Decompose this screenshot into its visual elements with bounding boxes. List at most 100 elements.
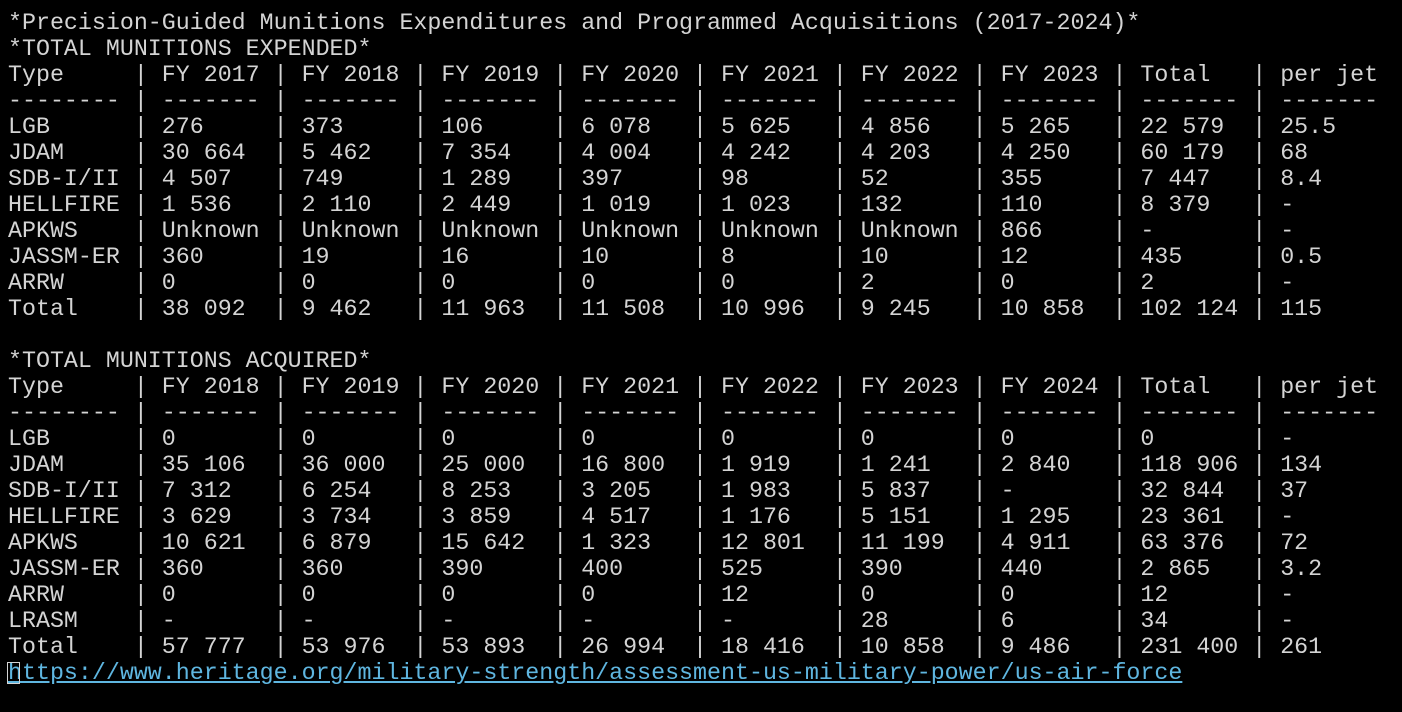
pipe: | bbox=[133, 426, 148, 452]
cell: 2 865 bbox=[1140, 556, 1211, 582]
pipe: | bbox=[693, 478, 708, 504]
pipe: | bbox=[972, 114, 987, 140]
table-row: HELLFIRE 3 629 | 3 734 | 3 859 | 4 517 | 1 176 | 5 … bbox=[8, 504, 1398, 530]
cell: 0.5 bbox=[1280, 244, 1323, 270]
cell: 1 023 bbox=[721, 192, 791, 218]
cell: 115 bbox=[1280, 296, 1323, 322]
pipe: | bbox=[972, 166, 987, 192]
cell: 0 bbox=[581, 270, 596, 296]
pipe: | bbox=[972, 634, 987, 660]
pipe: | bbox=[693, 192, 708, 218]
cell: 11 199 bbox=[860, 530, 945, 556]
cell: - bbox=[301, 608, 316, 634]
cell: 0 bbox=[161, 270, 176, 296]
cell: - bbox=[161, 608, 176, 634]
cell: Type bbox=[8, 374, 64, 400]
table-row: JDAM 35 106 | 36 000 | 25 000 | 16 800 | 1 919 | 1 … bbox=[8, 452, 1398, 478]
pipe: | bbox=[133, 192, 148, 218]
cell: 5 625 bbox=[721, 114, 791, 140]
cell: FY 2019 bbox=[441, 62, 540, 88]
cell: 63 376 bbox=[1140, 530, 1225, 556]
cell: ARRW bbox=[8, 582, 64, 608]
pipe: | bbox=[693, 634, 708, 660]
cell: SDB-I/II bbox=[8, 166, 120, 192]
pipe: | bbox=[693, 452, 708, 478]
pipe: | bbox=[553, 140, 568, 166]
pipe: | bbox=[832, 192, 847, 218]
header-row: Type FY 2017 | FY 2018 | FY 2019 | FY 2020 | FY 2… bbox=[8, 62, 1398, 88]
cell: 57 777 bbox=[161, 634, 246, 660]
cell: Unknown bbox=[301, 218, 400, 244]
cell: 435 bbox=[1140, 244, 1183, 270]
cell: 2 110 bbox=[301, 192, 372, 218]
pipe: | bbox=[972, 296, 987, 322]
cell: 2 bbox=[1140, 270, 1155, 296]
pipe: | bbox=[413, 244, 428, 270]
cell: 2 bbox=[860, 270, 875, 296]
pipe: | bbox=[832, 478, 847, 504]
pipe: | bbox=[413, 426, 428, 452]
pipe: | bbox=[693, 244, 708, 270]
cell: Unknown bbox=[161, 218, 260, 244]
pipe: | bbox=[273, 218, 288, 244]
cell: FY 2023 bbox=[1000, 62, 1099, 88]
cell: 10 858 bbox=[1000, 296, 1085, 322]
cell: JDAM bbox=[8, 452, 64, 478]
pipe: | bbox=[693, 114, 708, 140]
cell: Unknown bbox=[441, 218, 540, 244]
cell: FY 2022 bbox=[721, 374, 819, 400]
pipe: | bbox=[273, 426, 288, 452]
cell: 4 507 bbox=[161, 166, 232, 192]
cell: 2 449 bbox=[441, 192, 512, 218]
pipe: | bbox=[832, 556, 847, 582]
pipe: | bbox=[1112, 374, 1127, 400]
cell: 110 bbox=[1000, 192, 1043, 218]
pipe: | bbox=[553, 426, 568, 452]
pipe: | bbox=[1112, 400, 1127, 426]
pipe: | bbox=[1112, 634, 1127, 660]
pipe: | bbox=[1252, 270, 1267, 296]
cell: 0 bbox=[441, 426, 456, 452]
pipe: | bbox=[413, 530, 428, 556]
pipe: | bbox=[553, 452, 568, 478]
cell: JASSM-ER bbox=[8, 556, 120, 582]
pipe: | bbox=[972, 608, 987, 634]
pipe: | bbox=[133, 634, 148, 660]
cell: 0 bbox=[1000, 270, 1015, 296]
pipe: | bbox=[1252, 192, 1267, 218]
pipe: | bbox=[273, 504, 288, 530]
cell: 8 253 bbox=[441, 478, 512, 504]
pipe: | bbox=[832, 426, 847, 452]
pipe: | bbox=[1112, 452, 1127, 478]
pipe: | bbox=[972, 504, 987, 530]
title: *Precision-Guided Munitions Expenditures… bbox=[8, 10, 1141, 36]
pipe: | bbox=[693, 88, 708, 114]
cell: - bbox=[1280, 608, 1295, 634]
cell: 12 801 bbox=[721, 530, 805, 556]
pipe: | bbox=[133, 270, 148, 296]
cell: ARRW bbox=[8, 270, 64, 296]
cell: 53 893 bbox=[441, 634, 526, 660]
cell: FY 2018 bbox=[301, 62, 400, 88]
link[interactable]: https://www.heritage.org/military-streng… bbox=[8, 660, 1183, 686]
pipe: | bbox=[133, 166, 148, 192]
cell: 0 bbox=[301, 426, 316, 452]
cell: ------- bbox=[301, 400, 400, 426]
cell: 32 844 bbox=[1140, 478, 1225, 504]
pipe: | bbox=[413, 634, 428, 660]
cell: 4 911 bbox=[1000, 530, 1071, 556]
pipe: | bbox=[832, 270, 847, 296]
pipe: | bbox=[553, 530, 568, 556]
pipe: | bbox=[1252, 478, 1267, 504]
pipe: | bbox=[1252, 452, 1267, 478]
pipe: | bbox=[133, 140, 148, 166]
pipe: | bbox=[553, 244, 568, 270]
pipe: | bbox=[1112, 478, 1127, 504]
pipe: | bbox=[832, 114, 847, 140]
pipe: | bbox=[1252, 426, 1267, 452]
cell: HELLFIRE bbox=[8, 504, 120, 530]
pipe: | bbox=[1252, 296, 1267, 322]
cell: 525 bbox=[721, 556, 763, 582]
cell: 19 bbox=[301, 244, 330, 270]
separator-row: -------- ------- | ------- | ------- | ------- |… bbox=[8, 400, 1398, 426]
